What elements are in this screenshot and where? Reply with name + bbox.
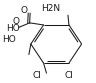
Text: Cl: Cl (33, 71, 41, 80)
Text: O: O (20, 6, 27, 15)
Text: H2N: H2N (41, 4, 60, 13)
Text: HO: HO (2, 35, 16, 44)
Text: HO: HO (6, 24, 20, 33)
Text: Cl: Cl (65, 71, 74, 80)
Text: O: O (12, 17, 19, 26)
